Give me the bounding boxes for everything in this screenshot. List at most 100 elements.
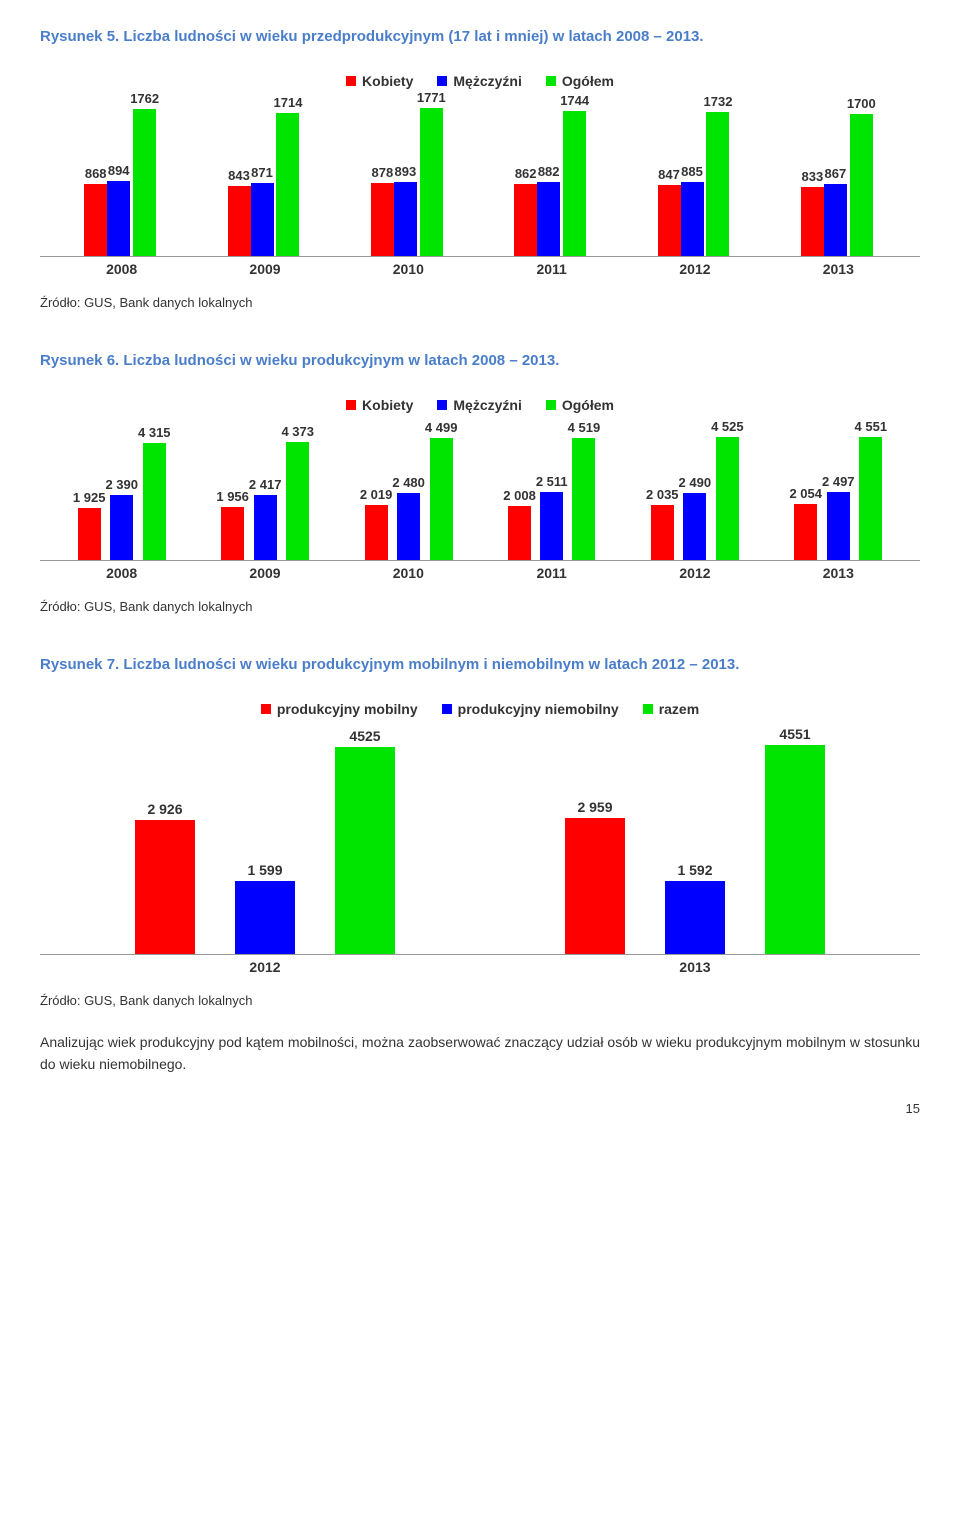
bar-wrap: 4 373 (281, 424, 314, 560)
bar-value-label: 2 019 (360, 487, 393, 502)
bar-set: 2 9591 5924551 (565, 726, 825, 954)
legend-kobiety: Kobiety (346, 397, 413, 413)
legend-label: Mężczyźni (453, 73, 521, 89)
bar-series-b (254, 495, 277, 560)
bar-set: 1 9562 4174 373 (216, 424, 314, 560)
x-axis-label: 2013 (767, 261, 910, 277)
bar-series-c (133, 109, 156, 256)
chart1-source: Źródło: GUS, Bank danych lokalnych (40, 295, 920, 310)
bar-value-label: 1700 (847, 96, 876, 111)
bar-value-label: 2 497 (822, 474, 855, 489)
legend-label: Kobiety (362, 397, 413, 413)
chart1-plot: 8688941762843871171487889317718628821744… (40, 107, 920, 257)
bar-series-b (397, 493, 420, 560)
bar-wrap: 882 (537, 164, 560, 256)
legend-sw-ogolem (546, 400, 556, 410)
bar-set: 2 0082 5114 519 (503, 420, 600, 560)
bar-series-b (665, 881, 725, 954)
bar-group: 8338671700 (801, 96, 876, 256)
bar-value-label: 894 (108, 163, 130, 178)
bar-wrap: 2 959 (565, 799, 625, 954)
bar-series-c (765, 745, 825, 954)
bar-value-label: 4 519 (568, 420, 601, 435)
bar-series-a (221, 507, 244, 560)
x-axis-label: 2008 (50, 565, 193, 581)
bar-series-a (801, 187, 824, 256)
legend-sw-kobiety (346, 400, 356, 410)
bar-wrap: 2 035 (646, 487, 679, 560)
bar-value-label: 2 035 (646, 487, 679, 502)
bar-wrap: 4 499 (425, 420, 458, 560)
legend-sw-mobilny (261, 704, 271, 714)
x-axis-label: 2009 (193, 565, 336, 581)
bar-value-label: 4551 (779, 726, 810, 742)
bar-wrap: 2 390 (105, 477, 138, 560)
legend-razem: razem (643, 701, 699, 717)
bar-wrap: 4 525 (711, 419, 744, 560)
chart3-plot: 2 9261 59945252 9591 5924551 (40, 735, 920, 955)
bar-set: 2 0542 4974 551 (789, 419, 887, 560)
bar-series-c (716, 437, 739, 560)
x-axis-label: 2010 (337, 565, 480, 581)
bar-value-label: 1 956 (216, 489, 249, 504)
bar-value-label: 882 (538, 164, 560, 179)
legend-label: razem (659, 701, 699, 717)
x-axis-label: 2013 (480, 959, 910, 975)
bar-value-label: 2 480 (392, 475, 425, 490)
x-axis-label: 2012 (50, 959, 480, 975)
legend-label: Mężczyźni (453, 397, 521, 413)
bar-series-c (430, 438, 453, 560)
legend-label: produkcyjny niemobilny (458, 701, 619, 717)
bar-value-label: 833 (801, 169, 823, 184)
bar-value-label: 1732 (704, 94, 733, 109)
bar-value-label: 2 490 (679, 475, 712, 490)
bar-value-label: 2 959 (577, 799, 612, 815)
bar-series-c (276, 113, 299, 256)
bar-wrap: 862 (514, 166, 537, 256)
bar-value-label: 2 511 (536, 474, 568, 489)
legend-label: Ogółem (562, 397, 614, 413)
x-axis-label: 2011 (480, 261, 623, 277)
x-axis-label: 2012 (623, 565, 766, 581)
bar-value-label: 2 054 (789, 486, 822, 501)
bar-series-b (681, 182, 704, 256)
bar-series-b (827, 492, 850, 560)
bar-series-c (850, 114, 873, 256)
bar-value-label: 4 525 (711, 419, 744, 434)
bar-series-c (143, 443, 166, 560)
legend-sw-kobiety (346, 76, 356, 86)
bar-wrap: 885 (681, 164, 704, 256)
bar-series-a (514, 184, 537, 256)
bar-value-label: 4 373 (281, 424, 314, 439)
chart2-title: Rysunek 6. Liczba ludności w wieku produ… (40, 352, 920, 369)
chart3-source: Źródło: GUS, Bank danych lokalnych (40, 993, 920, 1008)
bar-value-label: 862 (515, 166, 537, 181)
bar-group: 8788931771 (371, 90, 446, 256)
bar-value-label: 1714 (274, 95, 303, 110)
legend-sw-mezczyzni (437, 400, 447, 410)
legend-sw-ogolem (546, 76, 556, 86)
bar-set: 2 9261 5994525 (135, 728, 395, 954)
bar-group: 8628821744 (514, 93, 589, 256)
bar-value-label: 2 390 (105, 477, 138, 492)
chart2-source: Źródło: GUS, Bank danych lokalnych (40, 599, 920, 614)
bar-series-b (540, 492, 563, 560)
bar-wrap: 894 (107, 163, 130, 256)
chart1-title: Rysunek 5. Liczba ludności w wieku przed… (40, 28, 920, 45)
bar-series-b (537, 182, 560, 256)
legend-ogolem: Ogółem (546, 397, 614, 413)
bar-wrap: 1 925 (73, 490, 106, 560)
legend-sw-niemobilny (442, 704, 452, 714)
bar-series-b (235, 881, 295, 954)
bar-set: 2 0352 490 4 525 (646, 419, 744, 560)
chart2-xaxis: 200820092010201120122013 (40, 561, 920, 581)
bar-series-a (135, 820, 195, 954)
chart3-title: Rysunek 7. Liczba ludności w wieku produ… (40, 656, 920, 673)
bar-set: 8688941762 (84, 91, 159, 256)
bar-series-a (651, 505, 674, 560)
bar-group: 1 9562 4174 373 (216, 424, 314, 560)
legend-ogolem: Ogółem (546, 73, 614, 89)
legend-label: Ogółem (562, 73, 614, 89)
x-axis-label: 2009 (193, 261, 336, 277)
bar-series-a (658, 185, 681, 256)
